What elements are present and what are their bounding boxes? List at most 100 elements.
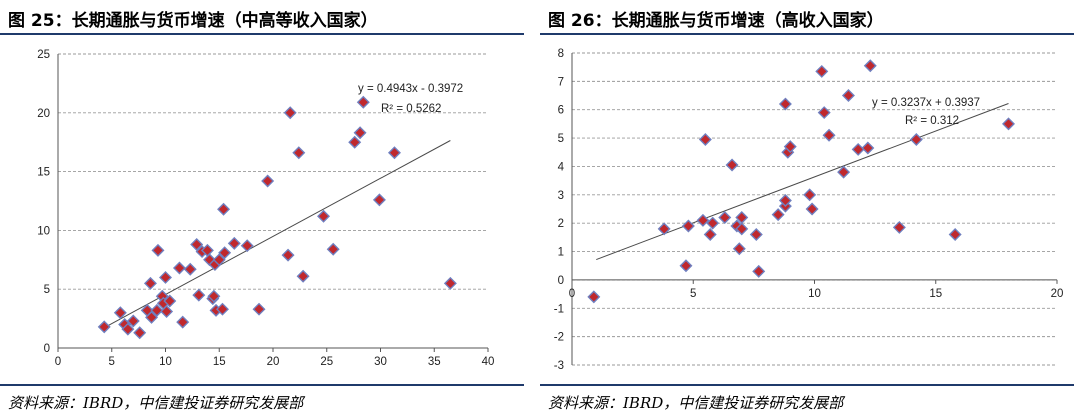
- y-tick-label: -3: [554, 360, 564, 372]
- data-point: [861, 141, 875, 155]
- data-point: [771, 208, 785, 222]
- data-point: [778, 97, 792, 111]
- data-point: [909, 133, 923, 146]
- data-point: [706, 216, 720, 230]
- data-point: [172, 261, 186, 275]
- data-point: [121, 322, 135, 336]
- data-point: [145, 310, 159, 324]
- y-tick-label: 25: [37, 49, 50, 61]
- x-tick-label: 5: [109, 356, 115, 368]
- data-point: [192, 288, 206, 302]
- r-squared-label: R² = 0.5262: [381, 103, 441, 115]
- x-tick-label: 10: [808, 288, 821, 300]
- x-tick-label: 40: [482, 356, 495, 368]
- data-point: [822, 128, 836, 142]
- data-point: [163, 294, 177, 308]
- x-tick-label: 25: [320, 356, 333, 368]
- data-point: [703, 228, 717, 242]
- data-point: [735, 222, 749, 236]
- data-point: [159, 270, 172, 284]
- footer-divider: [540, 384, 1074, 386]
- data-point: [681, 219, 695, 233]
- y-tick-label: 3: [558, 190, 564, 202]
- data-point: [292, 146, 306, 160]
- source-note: 资料来源：IBRD，中信建投证券研究发展部: [548, 394, 844, 412]
- r-squared-label: R² = 0.312: [905, 115, 959, 127]
- x-tick-label: 15: [213, 356, 226, 368]
- data-point: [215, 302, 229, 316]
- data-point: [783, 140, 797, 154]
- data-point: [718, 211, 732, 224]
- data-point: [326, 242, 340, 256]
- data-point: [732, 242, 746, 256]
- data-point: [281, 248, 295, 262]
- data-point: [679, 259, 693, 273]
- data-point: [778, 194, 792, 207]
- footer-divider: [0, 384, 524, 386]
- y-tick-label: 2: [558, 218, 564, 230]
- y-tick-label: -1: [554, 303, 564, 315]
- scatter-plot: -3 -2 -1 0 1 2 3 4 5 6 7 8 0 5 10 15 20 y = 0.3237x + 0.3…: [554, 48, 1064, 372]
- title-divider: [0, 33, 524, 35]
- trendline: [103, 140, 451, 329]
- data-point: [815, 64, 829, 78]
- y-tick-label: 0: [558, 275, 564, 287]
- data-point: [948, 228, 962, 242]
- y-tick-label: 6: [558, 105, 564, 117]
- title-divider: [540, 33, 1074, 35]
- data-point: [218, 246, 232, 260]
- x-tick-label: 20: [267, 356, 280, 368]
- x-tick-label: 10: [159, 356, 172, 368]
- y-tick-label: -2: [554, 332, 564, 344]
- data-point: [348, 135, 362, 149]
- y-tick-label: 1: [558, 247, 564, 259]
- data-point: [317, 209, 331, 223]
- y-tick-label: 20: [37, 108, 50, 120]
- data-point: [752, 264, 766, 278]
- data-point: [587, 290, 601, 304]
- x-tick-label: 35: [428, 356, 441, 368]
- data-point: [851, 142, 865, 156]
- x-tick-label: 0: [55, 356, 61, 368]
- data-point: [143, 276, 157, 290]
- data-point: [296, 269, 310, 283]
- trendline-equation: y = 0.3237x + 0.3937: [872, 97, 980, 109]
- y-tick-label: 5: [44, 284, 50, 296]
- data-point: [1002, 117, 1015, 131]
- data-point: [183, 262, 197, 276]
- data-point: [217, 202, 231, 216]
- scatter-plot: 0 5 10 15 20 25 0 5 10 15 20 25 30 35 40 y = 0.4943x - …: [37, 49, 495, 368]
- data-point: [803, 188, 817, 202]
- chart-panel-right: 图 26：长期通胀与货币增速（高收入国家） -3 -2 -1 0 1 2 3 4 5 6 7 8 0 5 1…: [540, 0, 1080, 415]
- y-tick-label: 8: [558, 48, 564, 60]
- y-tick-label: 15: [37, 167, 50, 179]
- trendline-equation: y = 0.4943x - 0.3972: [358, 83, 463, 95]
- data-point: [749, 228, 763, 242]
- y-tick-label: 0: [44, 343, 50, 355]
- data-point: [190, 238, 204, 252]
- y-tick-label: 4: [558, 161, 565, 173]
- chart-title: 图 26：长期通胀与货币增速（高收入国家）: [548, 11, 884, 31]
- data-point: [837, 165, 851, 179]
- data-point: [443, 276, 457, 290]
- data-point: [817, 106, 831, 120]
- data-point: [356, 95, 370, 109]
- data-point: [252, 302, 266, 316]
- x-tick-label: 30: [374, 356, 387, 368]
- x-tick-label: 20: [1051, 288, 1064, 300]
- data-point: [133, 326, 147, 340]
- y-tick-label: 10: [37, 225, 50, 237]
- data-point: [261, 174, 275, 188]
- data-point: [863, 59, 877, 73]
- x-tick-label: 5: [690, 288, 696, 300]
- data-point: [227, 236, 241, 250]
- data-point: [805, 202, 819, 216]
- data-point: [113, 306, 127, 320]
- chart-panel-left: 图 25：长期通胀与货币增速（中高等收入国家） 0 5 10 15 20 25 0 5 10 15…: [0, 0, 530, 415]
- data-point: [372, 193, 386, 207]
- data-point: [283, 106, 297, 120]
- data-point: [207, 289, 221, 303]
- data-point: [698, 133, 712, 146]
- data-point: [176, 315, 190, 329]
- data-point: [150, 303, 164, 317]
